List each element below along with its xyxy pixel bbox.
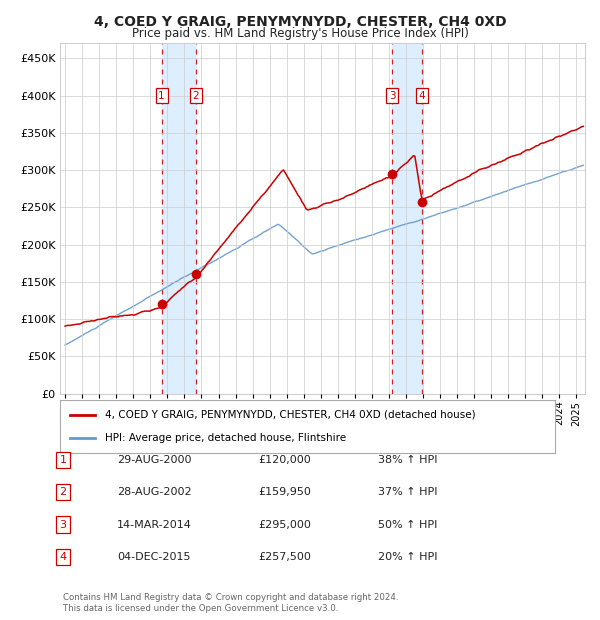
Text: 4, COED Y GRAIG, PENYMYNYDD, CHESTER, CH4 0XD: 4, COED Y GRAIG, PENYMYNYDD, CHESTER, CH… [94, 16, 506, 30]
Text: £295,000: £295,000 [258, 520, 311, 529]
Text: 04-DEC-2015: 04-DEC-2015 [117, 552, 191, 562]
Text: 14-MAR-2014: 14-MAR-2014 [117, 520, 192, 529]
Text: 29-AUG-2000: 29-AUG-2000 [117, 455, 191, 465]
Text: HPI: Average price, detached house, Flintshire: HPI: Average price, detached house, Flin… [104, 433, 346, 443]
Text: 2: 2 [59, 487, 67, 497]
Text: 4: 4 [59, 552, 67, 562]
Text: 37% ↑ HPI: 37% ↑ HPI [378, 487, 437, 497]
Bar [392, 43, 422, 394]
Text: 3: 3 [59, 520, 67, 529]
Text: 38% ↑ HPI: 38% ↑ HPI [378, 455, 437, 465]
Text: 1: 1 [59, 455, 67, 465]
Text: £257,500: £257,500 [258, 552, 311, 562]
Text: 2: 2 [193, 91, 199, 100]
Text: 4, COED Y GRAIG, PENYMYNYDD, CHESTER, CH4 0XD (detached house): 4, COED Y GRAIG, PENYMYNYDD, CHESTER, CH… [104, 410, 475, 420]
Bar [161, 43, 196, 394]
Text: 50% ↑ HPI: 50% ↑ HPI [378, 520, 437, 529]
Text: 4: 4 [418, 91, 425, 100]
Text: £120,000: £120,000 [258, 455, 311, 465]
Text: Contains HM Land Registry data © Crown copyright and database right 2024.
This d: Contains HM Land Registry data © Crown c… [63, 593, 398, 613]
Text: 28-AUG-2002: 28-AUG-2002 [117, 487, 191, 497]
Text: 20% ↑ HPI: 20% ↑ HPI [378, 552, 437, 562]
Text: 1: 1 [158, 91, 165, 100]
Text: Price paid vs. HM Land Registry's House Price Index (HPI): Price paid vs. HM Land Registry's House … [131, 27, 469, 40]
Text: £159,950: £159,950 [258, 487, 311, 497]
Text: 3: 3 [389, 91, 395, 100]
